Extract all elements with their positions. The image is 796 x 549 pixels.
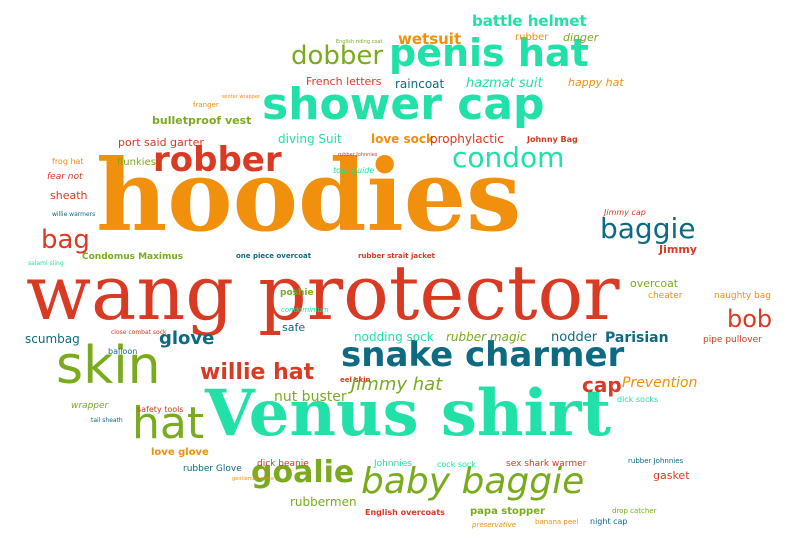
word-battle-helmet: battle helmet: [472, 12, 587, 30]
word-frog-hat: frog hat: [52, 157, 84, 166]
word-johnny-bag: Johnny Bag: [527, 135, 578, 144]
word-baggie: baggie: [600, 212, 696, 245]
word-overcoat: overcoat: [630, 277, 679, 290]
word-bag: bag: [41, 225, 90, 255]
word-condomus-maximus: Condomus Maximus: [82, 252, 184, 262]
word-bob: bob: [727, 305, 773, 333]
word-shower-cap: shower cap: [262, 79, 545, 130]
word-hoodies: hoodies: [96, 139, 522, 254]
word-drop-catcher: drop catcher: [612, 507, 657, 515]
word-wetsuit: wetsuit: [398, 30, 462, 48]
word-wang-protector: wang protector: [26, 248, 620, 337]
word-condom: condom: [452, 141, 565, 174]
word-love-sock: love sock: [371, 132, 434, 146]
word-rubbermen: rubbermen: [290, 495, 357, 509]
word-franger: franger: [193, 101, 219, 109]
word-parisian: Parisian: [605, 330, 669, 346]
word-johnnies: Johnnies: [374, 459, 412, 469]
word-venus-shirt: Venus shirt: [205, 376, 612, 451]
word-snake-charmer: snake charmer: [341, 335, 625, 375]
word-jimmy: Jimmy: [659, 243, 697, 256]
word-port-said-garter: port said garter: [118, 136, 204, 149]
word-skin: skin: [56, 336, 161, 396]
word-english-riding-coat: English riding coat: [336, 39, 383, 45]
word-dobber: dobber: [291, 41, 384, 71]
word-nut-buster: nut buster: [274, 389, 347, 405]
word-night-cap: night cap: [590, 517, 628, 526]
word-pipe-pullover: pipe pullover: [703, 335, 762, 345]
word-bulletproof-vest: bulletproof vest: [152, 114, 252, 127]
word-sex-shark-warmer: sex shark warmer: [506, 459, 587, 469]
word-dick-beanie: dick beanie: [257, 459, 309, 469]
word-wrapper: wrapper: [71, 401, 109, 411]
word-poshie: poshie: [280, 288, 314, 298]
word-safety-tools: safety tools: [137, 405, 184, 414]
word-tour-guide: tour guide: [333, 166, 375, 175]
word-flunkies: flunkies: [117, 157, 156, 168]
word-rubber: rubber: [515, 32, 549, 43]
word-tail-sheath: tail sheath: [91, 417, 123, 424]
word-balloon: balloon: [108, 347, 138, 356]
word-close-combat-sock: close combat sock: [111, 329, 167, 336]
word-rubber-johnnies-2: rubber Johnnies: [338, 152, 378, 158]
word-gentleman-piece: gentleman piece: [232, 476, 275, 482]
word-fear-not: fear not: [47, 172, 83, 182]
word-jimmy-cap: Jimmy cap: [604, 208, 646, 217]
word-hazmat-suit: hazmat suit: [466, 76, 543, 91]
word-diving-suit: diving Suit: [278, 132, 342, 146]
word-prevention: Prevention: [622, 375, 698, 391]
word-raincoat: raincoat: [395, 77, 445, 91]
word-sheath: sheath: [50, 189, 88, 202]
word-preservative: preservative: [472, 521, 517, 529]
word-one-piece-overcoat: one piece overcoat: [236, 252, 312, 260]
word-dick-socks: dick socks: [617, 395, 659, 404]
word-cock-sock: cock sock: [437, 460, 476, 469]
word-hat: hat: [132, 398, 205, 449]
word-penis-hat: penis hat: [389, 31, 589, 75]
word-condominium: condominium: [281, 306, 329, 314]
word-rubber-glove: rubber Glove: [183, 464, 242, 474]
word-love-glove: love glove: [151, 447, 209, 458]
word-papa-stopper: papa stopper: [470, 506, 545, 517]
word-winter-wrapper: winter wrapper: [222, 94, 261, 100]
word-nodder: nodder: [551, 330, 598, 345]
word-salami-sling: salami sling: [28, 260, 64, 267]
word-baby-baggie: baby baggie: [361, 461, 585, 502]
word-goalie: goalie: [251, 455, 355, 490]
word-safe: safe: [282, 321, 306, 334]
word-happy-hat: happy hat: [568, 76, 624, 89]
word-french-letters: French letters: [306, 75, 382, 88]
word-glove: glove: [159, 328, 215, 349]
word-cap: cap: [582, 373, 622, 397]
word-rubber-johnnies-1: rubber Johnnies: [628, 457, 684, 465]
word-gasket: gasket: [653, 469, 690, 482]
word-english-overcoats: English overcoats: [365, 508, 445, 517]
word-willie-hat: willie hat: [200, 360, 315, 385]
word-rubber-strait-jacket: rubber strait jacket: [358, 252, 435, 260]
word-prophylactic: prophylactic: [430, 132, 504, 146]
word-banana-peel: banana peel: [535, 518, 579, 526]
word-robber: robber: [153, 140, 282, 180]
word-naughty-bag: naughty bag: [714, 291, 771, 301]
word-rubber-magic: rubber magic: [446, 330, 527, 344]
word-eel-skin: eel skin: [340, 376, 371, 384]
word-willie-warmers: willie warmers: [52, 211, 96, 218]
word-nodding-sock: nodding sock: [354, 330, 434, 344]
word-jimmy-hat: Jimmy hat: [351, 374, 443, 395]
word-dinger: dinger: [563, 31, 599, 44]
word-scumbag: scumbag: [25, 332, 80, 346]
word-cheater: cheater: [648, 291, 683, 301]
